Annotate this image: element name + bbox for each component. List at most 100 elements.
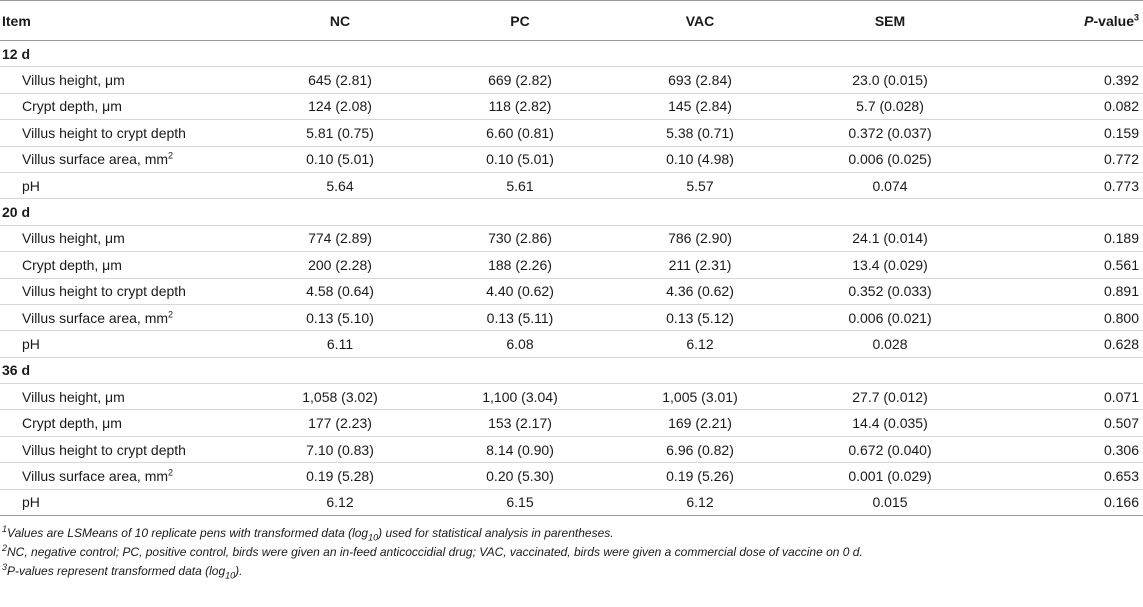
header-row: Item NC PC VAC SEM P-value3 [0,0,1143,41]
cell-nc: 7.10 (0.83) [250,436,430,464]
row-item-label: Crypt depth, μm [22,256,122,273]
cell-sem: 0.001 (0.029) [790,462,990,490]
table-row: Villus surface area, mm2 0.13 (5.10) 0.13 … [0,304,1143,332]
cell-vac: 6.12 [610,330,790,358]
section-label: 12 d [0,40,1143,68]
header-pvalue-text: -value [1093,12,1134,29]
footnote-text: NC, negative control; PC, positive contr… [7,545,863,560]
cell-vac: 211 (2.31) [610,251,790,279]
cell-pc: 1,100 (3.04) [430,383,610,411]
row-item-label: Villus height to crypt depth [22,441,186,458]
cell-pc: 153 (2.17) [430,409,610,437]
cell-nc: 200 (2.28) [250,251,430,279]
cell-pvalue: 0.800 [990,304,1143,332]
row-item-superscript: 2 [168,308,174,319]
cell-nc: 0.10 (5.01) [250,146,430,173]
table-row: Villus height to crypt depth 5.81 (0.75) 6… [0,119,1143,147]
cell-vac: 0.13 (5.12) [610,304,790,332]
cell-sem: 0.015 [790,489,990,517]
footnote: 2NC, negative control; PC, positive cont… [2,543,1143,562]
cell-pvalue: 0.773 [990,172,1143,200]
header-nc: NC [250,0,430,41]
cell-vac: 145 (2.84) [610,93,790,121]
cell-pc: 5.61 [430,172,610,200]
cell-sem: 0.028 [790,330,990,358]
table-row: Villus surface area, mm2 0.10 (5.01) 0.10 … [0,146,1143,173]
table-row: Villus height to crypt depth 4.58 (0.64) 4… [0,278,1143,305]
footnote: 3P-values represent transformed data (lo… [2,562,1143,581]
row-item-cell: Villus height to crypt depth [0,436,250,464]
cell-nc: 6.11 [250,330,430,358]
cell-vac: 6.12 [610,489,790,517]
cell-pc: 6.08 [430,330,610,358]
footnote-text: P-values represent transformed data (log [7,564,226,579]
row-item-label: Villus height, μm [22,72,125,89]
cell-pc: 0.10 (5.01) [430,146,610,173]
cell-pc: 0.13 (5.11) [430,304,610,332]
row-item-label: Crypt depth, μm [22,98,122,115]
cell-nc: 124 (2.08) [250,93,430,121]
cell-sem: 5.7 (0.028) [790,93,990,121]
cell-sem: 0.352 (0.033) [790,278,990,305]
footnote-text: Values are LSMeans of 10 replicate pens … [7,526,369,541]
cell-pvalue: 0.653 [990,462,1143,490]
cell-vac: 0.19 (5.26) [610,462,790,490]
cell-vac: 4.36 (0.62) [610,278,790,305]
cell-pc: 118 (2.82) [430,93,610,121]
cell-pvalue: 0.166 [990,489,1143,517]
cell-nc: 177 (2.23) [250,409,430,437]
table-row: Villus height, μm 645 (2.81) 669 (2.82) 693… [0,66,1143,94]
cell-sem: 14.4 (0.035) [790,409,990,437]
table-row: Villus height, μm 774 (2.89) 730 (2.86) 786… [0,225,1143,253]
cell-pvalue: 0.159 [990,119,1143,147]
cell-sem: 23.0 (0.015) [790,66,990,94]
row-item-label: Villus height, μm [22,230,125,247]
cell-pc: 6.15 [430,489,610,517]
cell-pc: 669 (2.82) [430,66,610,94]
row-item-superscript: 2 [168,467,174,478]
footnote-subscript: 10 [225,570,236,581]
row-item-label: Villus height to crypt depth [22,283,186,300]
table-row: Villus height to crypt depth 7.10 (0.83) 8… [0,436,1143,464]
table-row: pH 6.11 6.08 6.12 0.028 0.628 [0,330,1143,358]
cell-pvalue: 0.071 [990,383,1143,411]
cell-sem: 0.372 (0.037) [790,119,990,147]
cell-nc: 1,058 (3.02) [250,383,430,411]
table-row: Villus height, μm 1,058 (3.02) 1,100 (3.04… [0,383,1143,411]
table-header: Item NC PC VAC SEM P-value3 [0,0,1143,41]
cell-nc: 0.13 (5.10) [250,304,430,332]
cell-vac: 5.38 (0.71) [610,119,790,147]
cell-pc: 0.20 (5.30) [430,462,610,490]
footnote: 1Values are LSMeans of 10 replicate pens… [2,524,1143,543]
header-pvalue-italic: P [1084,12,1094,29]
cell-pvalue: 0.507 [990,409,1143,437]
row-item-label: pH [22,494,40,511]
row-item-label: Villus surface area, mm [22,309,169,326]
row-item-label: Villus height to crypt depth [22,124,186,141]
footnote-text-end: ). [235,564,243,579]
cell-pc: 730 (2.86) [430,225,610,253]
cell-pvalue: 0.561 [990,251,1143,279]
cell-nc: 6.12 [250,489,430,517]
cell-pvalue: 0.628 [990,330,1143,358]
cell-sem: 13.4 (0.029) [790,251,990,279]
cell-pvalue: 0.772 [990,146,1143,173]
row-item-cell: pH [0,172,250,200]
table-row: Crypt depth, μm 124 (2.08) 118 (2.82) 145 (… [0,93,1143,121]
row-item-cell: Villus height, μm [0,383,250,411]
section-label: 20 d [0,198,1143,226]
footnote-mark: 2 [2,543,8,554]
row-item-label: pH [22,335,40,352]
row-item-cell: Villus height, μm [0,66,250,94]
cell-pc: 6.60 (0.81) [430,119,610,147]
cell-vac: 786 (2.90) [610,225,790,253]
header-pc: PC [430,0,610,41]
row-item-cell: Crypt depth, μm [0,93,250,121]
cell-sem: 27.7 (0.012) [790,383,990,411]
row-item-cell: Villus surface area, mm2 [0,146,250,173]
footnote-text-end: ) used for statistical analysis in paren… [378,526,614,541]
row-item-cell: Villus height to crypt depth [0,119,250,147]
section-label: 36 d [0,357,1143,385]
cell-sem: 24.1 (0.014) [790,225,990,253]
cell-nc: 645 (2.81) [250,66,430,94]
